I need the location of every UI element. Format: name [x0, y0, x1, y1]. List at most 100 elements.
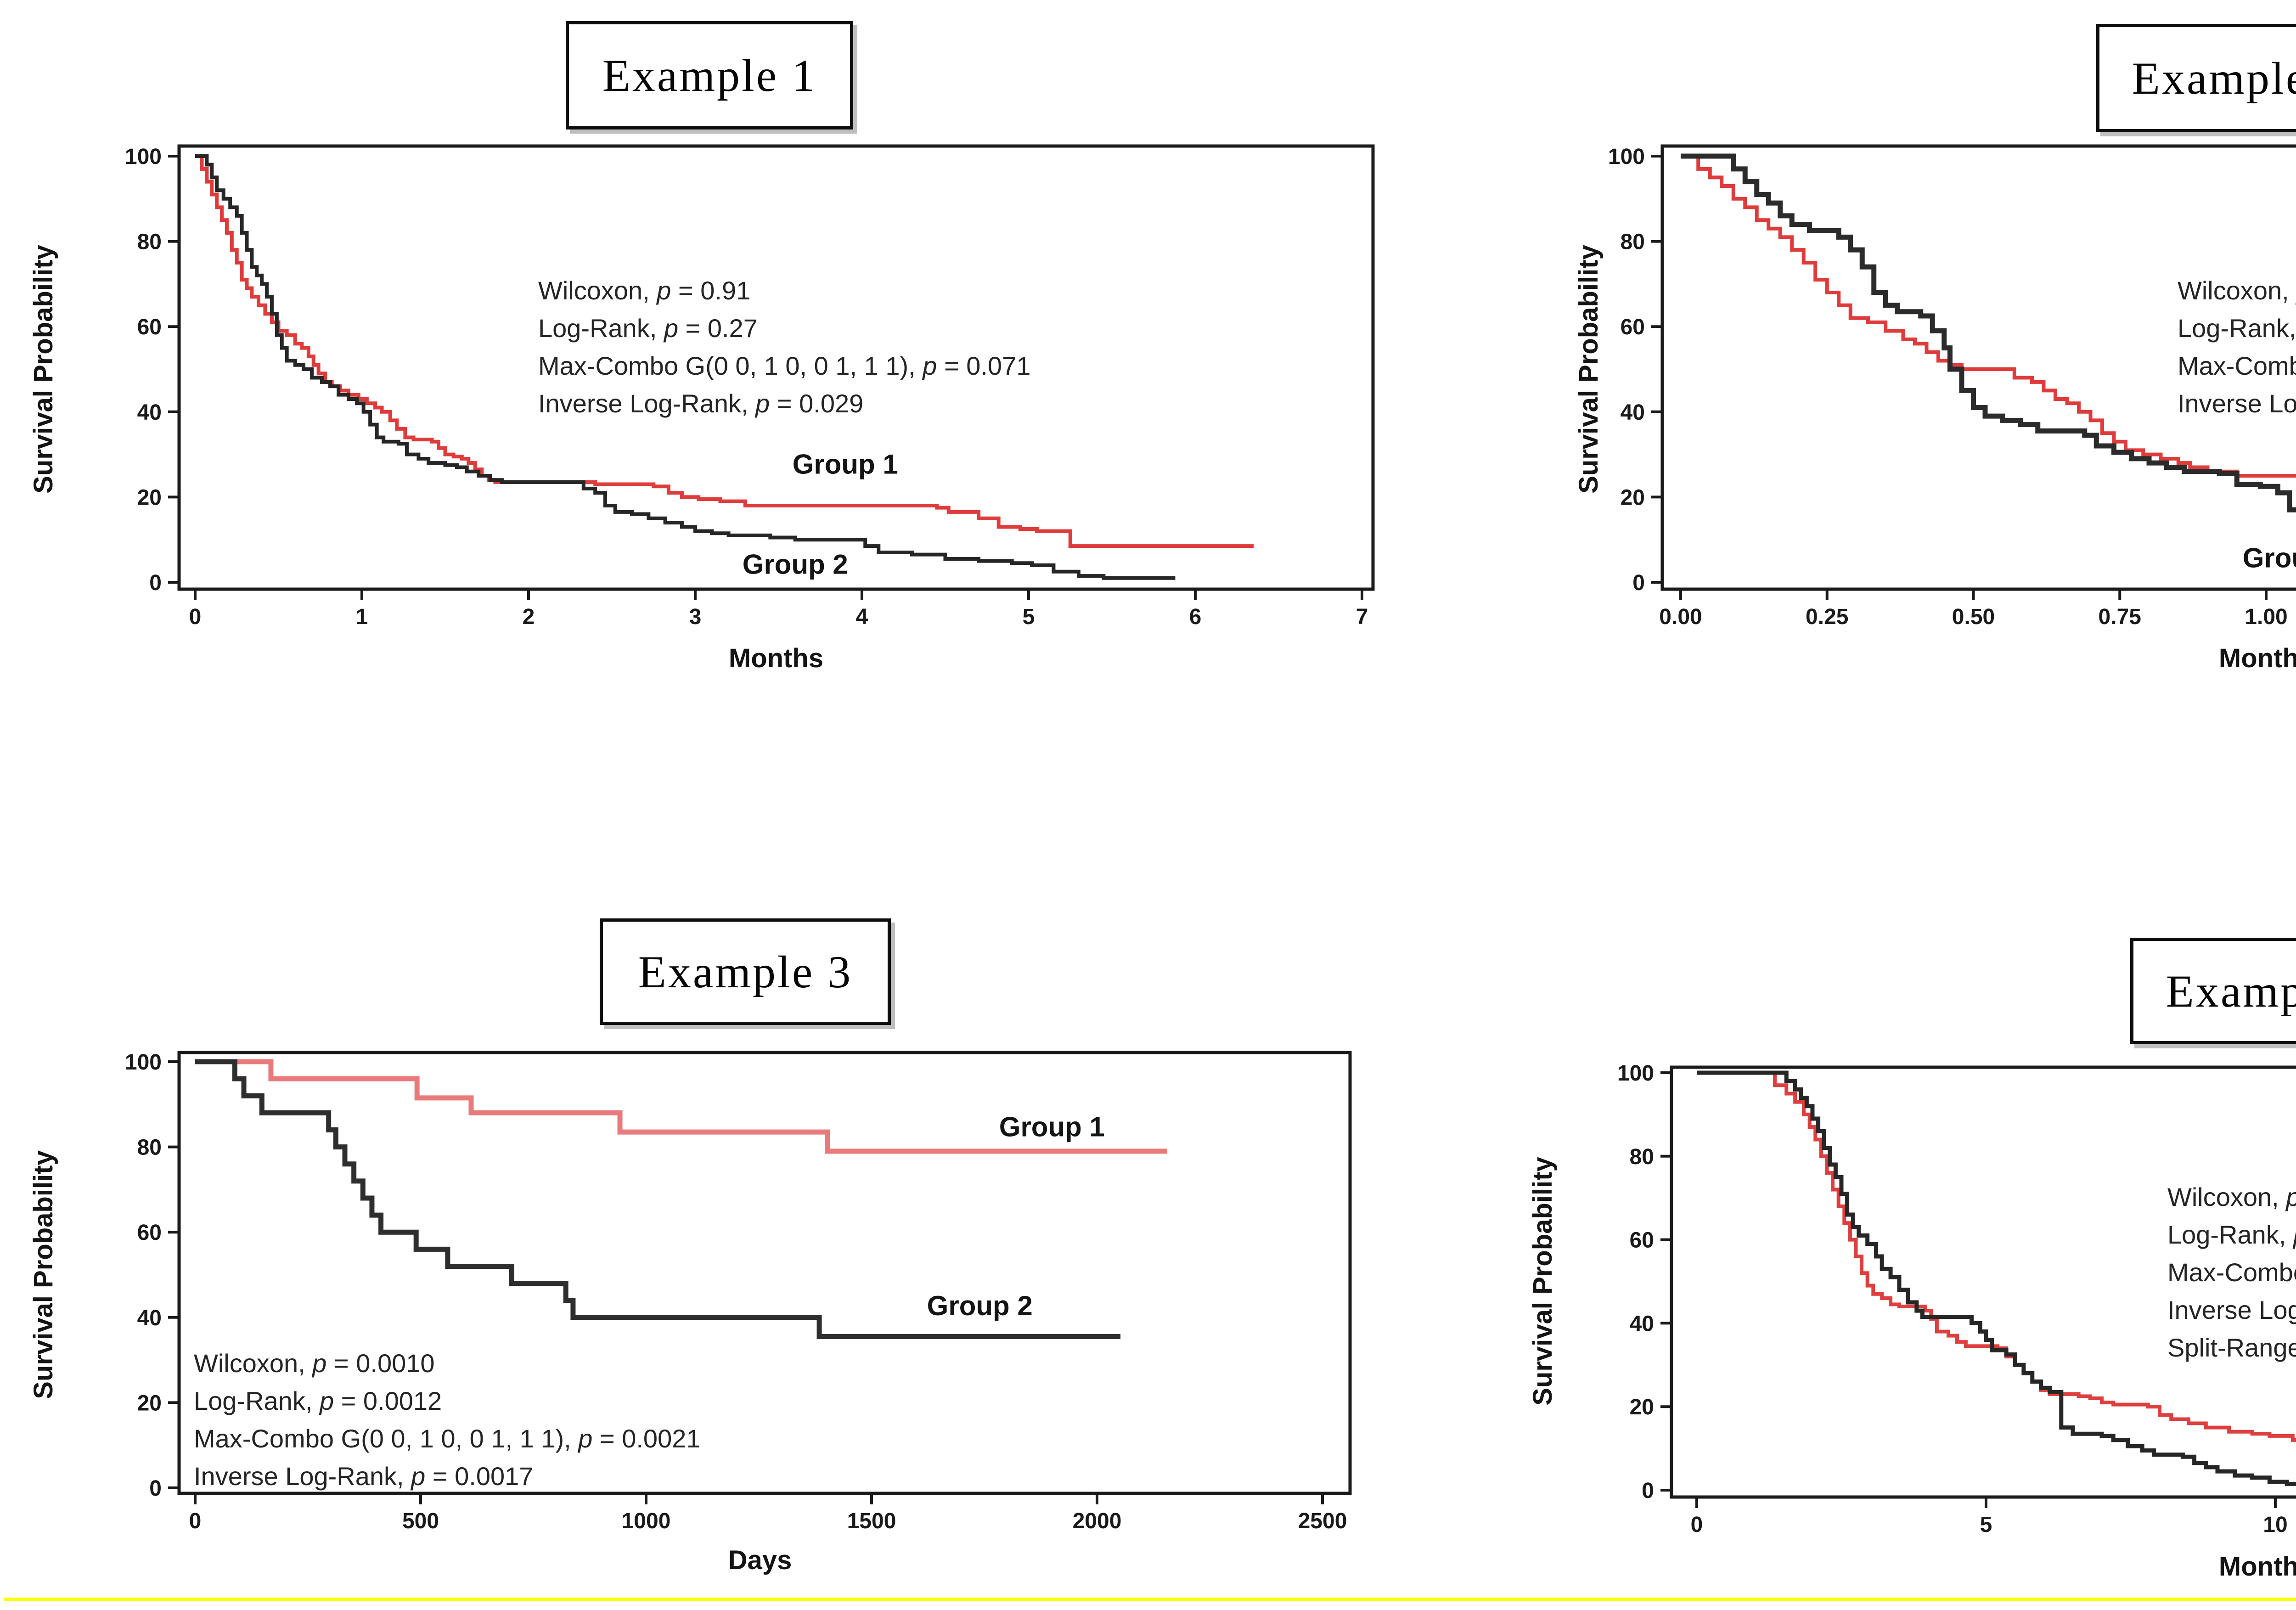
- x-tick-label: 4: [856, 605, 868, 629]
- x-tick-label: 500: [402, 1509, 439, 1533]
- chart-example-3: 0 500 1000 1500 2000 2500 0 20 40 60 80 100 Group 1 G…: [125, 1050, 1352, 1533]
- km-curve-group-2: [195, 1059, 1121, 1340]
- x-tick-label: 0: [189, 1509, 202, 1533]
- x-tick-label: 1.00: [2245, 605, 2287, 629]
- x-tick-label: 10: [2263, 1513, 2287, 1537]
- example-1-y-axis-title: Survival Probability: [28, 245, 58, 494]
- y-tick-label: 80: [137, 1136, 162, 1160]
- x-tick-label: 2000: [1073, 1509, 1122, 1533]
- stats-pre: Max-Combo G(0 0, 1 0, 0 1, 1 1),: [2167, 1258, 2296, 1287]
- example-4-y-axis-title: Survival Probability: [1528, 1157, 1558, 1406]
- stats-line: Max-Combo G(0 0, 1 0, 0 1, 1 1), p = 0.0…: [538, 347, 1030, 385]
- stats-pre: Log-Rank,: [538, 314, 664, 343]
- km-curve-group-2: [195, 154, 1176, 580]
- y-tick-label: 20: [137, 1391, 162, 1415]
- x-tick-label: 5: [1980, 1513, 1992, 1537]
- stats-pre: Inverse Log-Rank,: [194, 1462, 411, 1491]
- stats-line: Inverse Log-Rank, p = 0.83: [2178, 385, 2296, 422]
- y-tick-label: 20: [137, 485, 162, 510]
- stats-line: Inverse Log-Rank, p = 0.0011: [2167, 1291, 2296, 1329]
- stats-post: = 0.91: [671, 276, 751, 305]
- y-tick-label: 80: [137, 230, 162, 254]
- chart-example-2: 0.000.250.500.751.001.251.501.752.000204…: [1608, 144, 2296, 629]
- stats-line: Log-Rank, p = 0.88: [2178, 310, 2296, 347]
- stats-pre: Log-Rank,: [194, 1386, 320, 1415]
- example-4-title-box: Example 4: [2130, 938, 2296, 1044]
- stats-line: Inverse Log-Rank, p = 0.029: [538, 385, 1030, 422]
- stats-line: Wilcoxon, p = 0.73: [2178, 272, 2296, 310]
- stats-pre: Wilcoxon,: [538, 276, 657, 305]
- stats-sym: p: [755, 389, 770, 418]
- stats-line: Max-Combo G(0 0, 1 0, 0 1, 1 1), p = 0.5…: [2178, 347, 2296, 385]
- y-tick-label: 0: [1632, 571, 1645, 595]
- km-curve-group-1: [1697, 1071, 2296, 1442]
- stats-pre: Inverse Log-Rank,: [538, 389, 756, 418]
- y-tick-label: 100: [1617, 1061, 1654, 1086]
- series-label-group-2: Group 2: [927, 1290, 1033, 1321]
- stats-pre: Wilcoxon,: [194, 1349, 313, 1378]
- stats-pre: Wilcoxon,: [2178, 276, 2296, 305]
- stats-sym: p: [319, 1386, 334, 1415]
- y-tick-label: 80: [1630, 1145, 1654, 1169]
- example-3-y-axis-title: Survival Probability: [28, 1150, 58, 1399]
- plot-frame: [177, 1051, 1352, 1495]
- stats-sym: p: [312, 1349, 327, 1378]
- plot-frame: [1670, 1065, 2296, 1499]
- y-tick-label: 60: [137, 315, 162, 339]
- example-4-x-axis-title: Months: [2218, 1552, 2296, 1582]
- stats-pre: Wilcoxon,: [2167, 1182, 2286, 1211]
- stats-line: Log-Rank, p = 0.0012: [194, 1382, 701, 1420]
- stats-sym: p: [664, 314, 679, 343]
- stats-post: = 0.0021: [592, 1424, 701, 1453]
- stats-post: = 0.071: [937, 351, 1031, 380]
- stats-line: Wilcoxon, p = 0.0010: [194, 1345, 701, 1382]
- stats-post: = 0.0017: [425, 1462, 534, 1491]
- stats-line: Log-Rank, p = 0.28: [2167, 1216, 2296, 1254]
- stats-pre: Inverse Log-Rank,: [2167, 1295, 2296, 1324]
- stats-pre: Inverse Log-Rank,: [2178, 389, 2296, 418]
- y-tick-label: 100: [1608, 145, 1645, 169]
- km-curve-group-1: [195, 1059, 1167, 1154]
- stats-sym: p: [411, 1462, 426, 1491]
- example-1-stats-annotation: Wilcoxon, p = 0.91 Log-Rank, p = 0.27 Max-…: [538, 272, 1030, 422]
- stats-line: Log-Rank, p = 0.27: [538, 310, 1030, 347]
- stats-sym: p: [578, 1424, 593, 1453]
- x-tick-label: 2500: [1298, 1509, 1347, 1533]
- x-tick-label: 2: [523, 605, 535, 629]
- y-tick-label: 60: [137, 1221, 162, 1245]
- example-2-title: Example 2: [2132, 52, 2296, 104]
- stats-post: = 0.029: [770, 389, 864, 418]
- km-curve-group-2: [1697, 1070, 2296, 1486]
- stats-line: Wilcoxon, p = 0.91: [538, 272, 1030, 310]
- x-tick-label: 1: [356, 605, 368, 629]
- stats-pre: Max-Combo G(0 0, 1 0, 0 1, 1 1),: [2178, 351, 2296, 380]
- stats-post: = 0.0010: [326, 1349, 435, 1378]
- x-tick-label: 0.00: [1659, 605, 1702, 629]
- stats-sym: p: [657, 276, 671, 305]
- example-1-title: Example 1: [602, 50, 817, 101]
- example-1-x-axis-title: Months: [728, 643, 824, 673]
- y-tick-label: 100: [125, 1050, 162, 1075]
- series-label-group-1: Group 1: [999, 1111, 1105, 1142]
- stats-sym: p: [2286, 1182, 2296, 1211]
- example-3-title: Example 3: [638, 946, 853, 997]
- stats-pre: Log-Rank,: [2178, 314, 2296, 343]
- x-tick-label: 7: [1356, 605, 1368, 629]
- x-tick-label: 0: [1691, 1513, 1703, 1537]
- km-curve-group-1: [1681, 154, 2296, 478]
- stats-pre: Max-Combo G(0 0, 1 0, 0 1, 1 1),: [538, 351, 923, 380]
- y-tick-label: 40: [137, 1306, 162, 1330]
- x-tick-label: 0: [189, 605, 202, 629]
- y-tick-label: 0: [149, 571, 162, 595]
- series-label-group-1: Group 1: [793, 449, 898, 479]
- example-3-title-box: Example 3: [600, 918, 891, 1025]
- km-curve-group-2: [1681, 153, 2296, 512]
- y-tick-label: 0: [149, 1476, 162, 1501]
- y-tick-label: 0: [1642, 1479, 1654, 1503]
- example-1-title-box: Example 1: [566, 21, 853, 129]
- stats-post: = 0.0012: [334, 1386, 442, 1415]
- km-curve-group-1: [195, 154, 1254, 548]
- stats-sym: p: [923, 351, 937, 380]
- example-3-stats-annotation: Wilcoxon, p = 0.0010 Log-Rank, p = 0.0012…: [194, 1345, 701, 1495]
